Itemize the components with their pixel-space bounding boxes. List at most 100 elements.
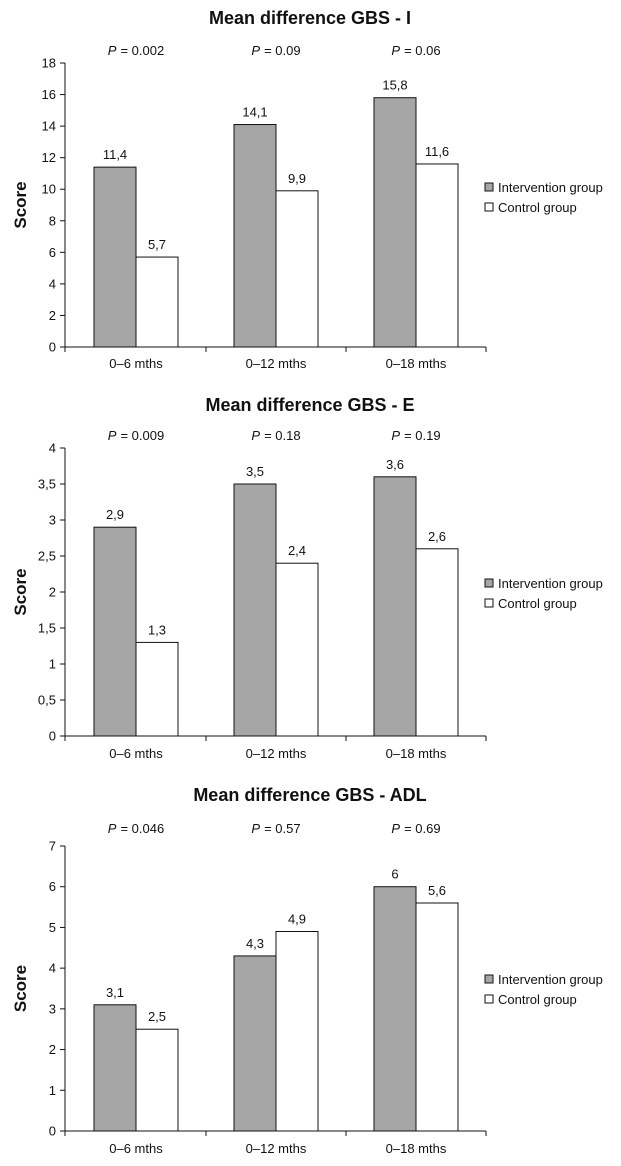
bar-data-label: 2,6 — [428, 529, 446, 544]
y-axis-label: Score — [11, 568, 30, 615]
bar-data-label: 9,9 — [288, 171, 306, 186]
bar-data-label: 15,8 — [382, 78, 407, 93]
bar-data-label: 6 — [391, 867, 398, 882]
y-tick-label: 4 — [49, 441, 56, 456]
bar-control — [415, 163, 459, 348]
y-tick-label: 10 — [42, 182, 56, 197]
bar-intervention — [93, 1004, 137, 1132]
p-symbol: P — [108, 43, 117, 58]
y-tick-label: 3,5 — [38, 477, 56, 492]
bar-control — [135, 256, 179, 348]
bar-intervention — [373, 97, 417, 348]
bar-control — [275, 190, 319, 348]
bar-control — [415, 902, 459, 1132]
y-tick-label: 0 — [49, 729, 56, 744]
p-value-label: P = 0.046 — [108, 821, 164, 836]
y-tick-label: 18 — [42, 56, 56, 71]
p-value-label: P = 0.06 — [391, 43, 440, 58]
bar-data-label: 1,3 — [148, 622, 166, 637]
legend-swatch — [484, 202, 494, 212]
bar-data-label: 4,3 — [246, 936, 264, 951]
bar-intervention — [93, 166, 137, 348]
y-tick-label: 0,5 — [38, 693, 56, 708]
bar-data-label: 2,4 — [288, 543, 306, 558]
legend-label: Intervention group — [498, 972, 603, 987]
bar-data-label: 11,6 — [425, 144, 449, 159]
p-symbol: P — [391, 43, 400, 58]
bar-data-label: 3,5 — [246, 464, 264, 479]
y-tick-label: 6 — [49, 245, 56, 260]
x-category-label: 0–12 mths — [246, 746, 307, 761]
y-tick-label: 3 — [49, 513, 56, 528]
x-category-label: 0–12 mths — [246, 356, 307, 371]
p-value-text: = 0.002 — [120, 43, 164, 58]
x-category-label: 0–18 mths — [386, 1141, 447, 1156]
chart-title: Mean difference GBS - I — [209, 8, 411, 28]
bar-data-label: 4,9 — [288, 912, 306, 927]
y-tick-label: 16 — [42, 87, 56, 102]
x-category-label: 0–18 mths — [386, 356, 447, 371]
bar-intervention — [93, 526, 137, 737]
y-tick-label: 8 — [49, 213, 56, 228]
p-value-text: = 0.18 — [264, 428, 301, 443]
p-value-text: = 0.19 — [404, 428, 441, 443]
chart-title: Mean difference GBS - E — [205, 395, 414, 415]
p-symbol: P — [391, 428, 400, 443]
y-tick-label: 1 — [49, 1083, 56, 1098]
y-axis-label: Score — [11, 965, 30, 1012]
chart-panel-1: Mean difference GBS - I Score 0 2 4 6 8 10 12 14 1… — [11, 8, 603, 371]
bar-control — [135, 641, 179, 737]
legend-swatch — [484, 578, 494, 588]
bar-data-label: 3,1 — [106, 985, 124, 1000]
bar-data-label: 5,7 — [148, 237, 166, 252]
legend-label: Control group — [498, 596, 577, 611]
bar-data-label: 11,4 — [103, 147, 127, 162]
y-tick-label: 2 — [49, 1042, 56, 1057]
x-category-label: 0–6 mths — [109, 356, 163, 371]
x-category-label: 0–12 mths — [246, 1141, 307, 1156]
bar-intervention — [373, 886, 417, 1132]
chart-title: Mean difference GBS - ADL — [193, 785, 426, 805]
bar-intervention — [233, 955, 277, 1132]
y-tick-label: 7 — [49, 839, 56, 854]
x-category-label: 0–18 mths — [386, 746, 447, 761]
legend-swatch — [484, 182, 494, 192]
chart-panel-2: Mean difference GBS - E Score 0 0,5 1 1,5 2 2,5… — [11, 395, 603, 761]
p-value-label: P = 0.57 — [251, 821, 300, 836]
y-tick-label: 14 — [42, 119, 56, 134]
p-value-text: = 0.57 — [264, 821, 301, 836]
y-tick-label: 1 — [49, 657, 56, 672]
p-value-label: P = 0.18 — [251, 428, 300, 443]
p-symbol: P — [108, 821, 117, 836]
p-symbol: P — [108, 428, 117, 443]
p-value-text: = 0.69 — [404, 821, 441, 836]
p-value-label: P = 0.009 — [108, 428, 164, 443]
bar-data-label: 5,6 — [428, 883, 446, 898]
p-symbol: P — [251, 821, 260, 836]
p-symbol: P — [391, 821, 400, 836]
legend-label: Intervention group — [498, 180, 603, 195]
y-tick-label: 1,5 — [38, 621, 56, 636]
bar-control — [415, 548, 459, 737]
y-axis-label: Score — [11, 181, 30, 228]
p-symbol: P — [251, 43, 260, 58]
y-tick-label: 12 — [42, 150, 56, 165]
legend-swatch — [484, 598, 494, 608]
x-category-label: 0–6 mths — [109, 746, 163, 761]
bar-control — [275, 931, 319, 1132]
y-tick-label: 0 — [49, 1124, 56, 1139]
bar-control — [275, 562, 319, 737]
bar-data-label: 2,9 — [106, 507, 124, 522]
bar-data-label: 3,6 — [386, 457, 404, 472]
bar-data-label: 2,5 — [148, 1009, 166, 1024]
y-tick-label: 5 — [49, 920, 56, 935]
y-tick-label: 2,5 — [38, 549, 56, 564]
bar-intervention — [233, 483, 277, 737]
bar-intervention — [233, 124, 277, 348]
legend-label: Intervention group — [498, 576, 603, 591]
p-value-text: = 0.046 — [120, 821, 164, 836]
bar-control — [135, 1028, 179, 1132]
p-symbol: P — [251, 428, 260, 443]
legend-label: Control group — [498, 200, 577, 215]
